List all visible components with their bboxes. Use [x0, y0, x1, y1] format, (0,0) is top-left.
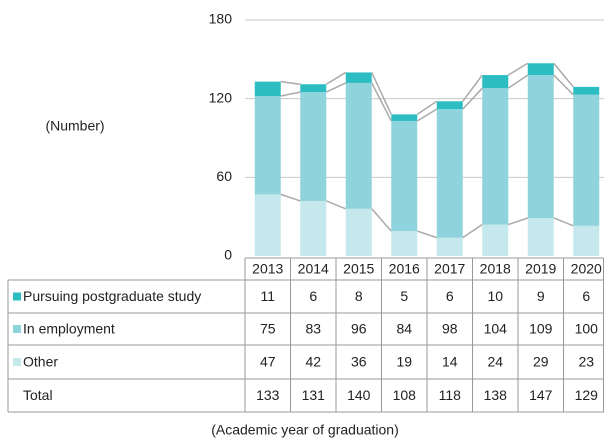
table-total: 140 — [347, 387, 371, 403]
x-tick-label: 2020 — [571, 261, 602, 277]
legend-swatch — [13, 325, 21, 333]
connector-line — [416, 108, 438, 122]
table-total: 138 — [484, 387, 508, 403]
table-value: 75 — [260, 321, 276, 337]
connector-line — [325, 82, 347, 93]
table-value: 8 — [355, 288, 363, 304]
bar-segment — [436, 237, 463, 256]
table-value: 24 — [487, 354, 503, 370]
table-value: 6 — [446, 288, 454, 304]
x-axis-label: (Academic year of graduation) — [211, 422, 399, 438]
table-value: 36 — [351, 354, 367, 370]
table-value: 42 — [305, 354, 321, 370]
bar-segment — [436, 109, 463, 238]
x-tick-label: 2016 — [389, 261, 420, 277]
connector-line — [371, 208, 392, 232]
table-value: 14 — [442, 354, 458, 370]
x-tick-label: 2019 — [525, 261, 556, 277]
connector-line — [280, 193, 301, 202]
table-value: 6 — [582, 288, 590, 304]
table-total: 129 — [575, 387, 599, 403]
table-value: 109 — [529, 321, 553, 337]
connector-line — [462, 87, 483, 110]
y-axis-label: (Number) — [45, 118, 104, 134]
table-total: 108 — [393, 387, 417, 403]
bar-segment — [573, 86, 600, 95]
table-value: 84 — [396, 321, 412, 337]
table-value: 23 — [578, 354, 594, 370]
bar-segment — [482, 88, 509, 225]
bar-segment — [345, 208, 372, 256]
connector-line — [507, 62, 529, 76]
legend-swatch — [13, 358, 21, 366]
bar-segment — [300, 200, 327, 256]
connector-line — [416, 100, 438, 116]
bar-segment — [391, 120, 418, 232]
connector-line — [417, 230, 437, 239]
bar-segment — [527, 63, 554, 76]
bar-segment — [300, 92, 327, 201]
bar-segment — [254, 194, 281, 256]
connector-line — [553, 74, 574, 96]
legend-label: Pursuing postgraduate study — [23, 288, 201, 304]
table-value: 19 — [396, 354, 412, 370]
legend-label: Other — [23, 354, 58, 370]
connector-line — [462, 223, 483, 239]
table-value: 29 — [533, 354, 549, 370]
bar-segment — [573, 94, 600, 226]
connector-line — [507, 74, 529, 89]
table-value: 10 — [487, 288, 503, 304]
table-total: 147 — [529, 387, 553, 403]
connector-line — [462, 74, 483, 102]
x-tick-label: 2017 — [434, 261, 465, 277]
table-total: 118 — [439, 387, 462, 403]
x-tick-label: 2014 — [298, 261, 329, 277]
table-value: 100 — [575, 321, 599, 337]
table-value: 11 — [260, 288, 275, 304]
table-value: 9 — [537, 288, 545, 304]
bar-segment — [300, 84, 327, 93]
x-tick-label: 2015 — [343, 261, 374, 277]
table-value: 96 — [351, 321, 367, 337]
table-value: 6 — [309, 288, 317, 304]
table-value: 5 — [400, 288, 408, 304]
bar-segment — [391, 231, 418, 256]
bar-segment — [345, 82, 372, 209]
connector-line — [280, 80, 301, 85]
bar-segment — [482, 75, 509, 89]
bar-segment — [527, 217, 554, 256]
bar-segment — [573, 225, 600, 256]
y-tick-label: 120 — [209, 89, 233, 105]
table-value: 47 — [260, 354, 276, 370]
connector-line — [325, 200, 347, 210]
y-tick-label: 0 — [224, 247, 232, 263]
connector-line — [371, 82, 392, 122]
table-value: 104 — [484, 321, 508, 337]
x-tick-label: 2013 — [252, 261, 283, 277]
legend-swatch — [13, 292, 21, 301]
connector-line — [508, 217, 528, 226]
bar-segment — [391, 114, 418, 121]
x-tick-label: 2018 — [480, 261, 511, 277]
table-total: 133 — [256, 387, 280, 403]
bar-segment — [345, 72, 372, 83]
y-tick-label: 180 — [209, 11, 233, 27]
legend-label: In employment — [23, 321, 115, 337]
connector-line — [553, 217, 574, 227]
table-value: 98 — [442, 321, 458, 337]
bar-segment — [436, 101, 463, 110]
bar-segment — [527, 75, 554, 218]
table-total: 131 — [302, 387, 326, 403]
total-label: Total — [23, 387, 53, 403]
bar-segment — [482, 224, 509, 256]
bar-segment — [254, 81, 281, 97]
connector-line — [280, 91, 301, 97]
connector-line — [371, 72, 392, 115]
connector-line — [325, 71, 347, 85]
connector-line — [553, 62, 574, 88]
y-tick-label: 60 — [216, 168, 232, 184]
table-value: 83 — [305, 321, 321, 337]
bar-segment — [254, 96, 281, 195]
